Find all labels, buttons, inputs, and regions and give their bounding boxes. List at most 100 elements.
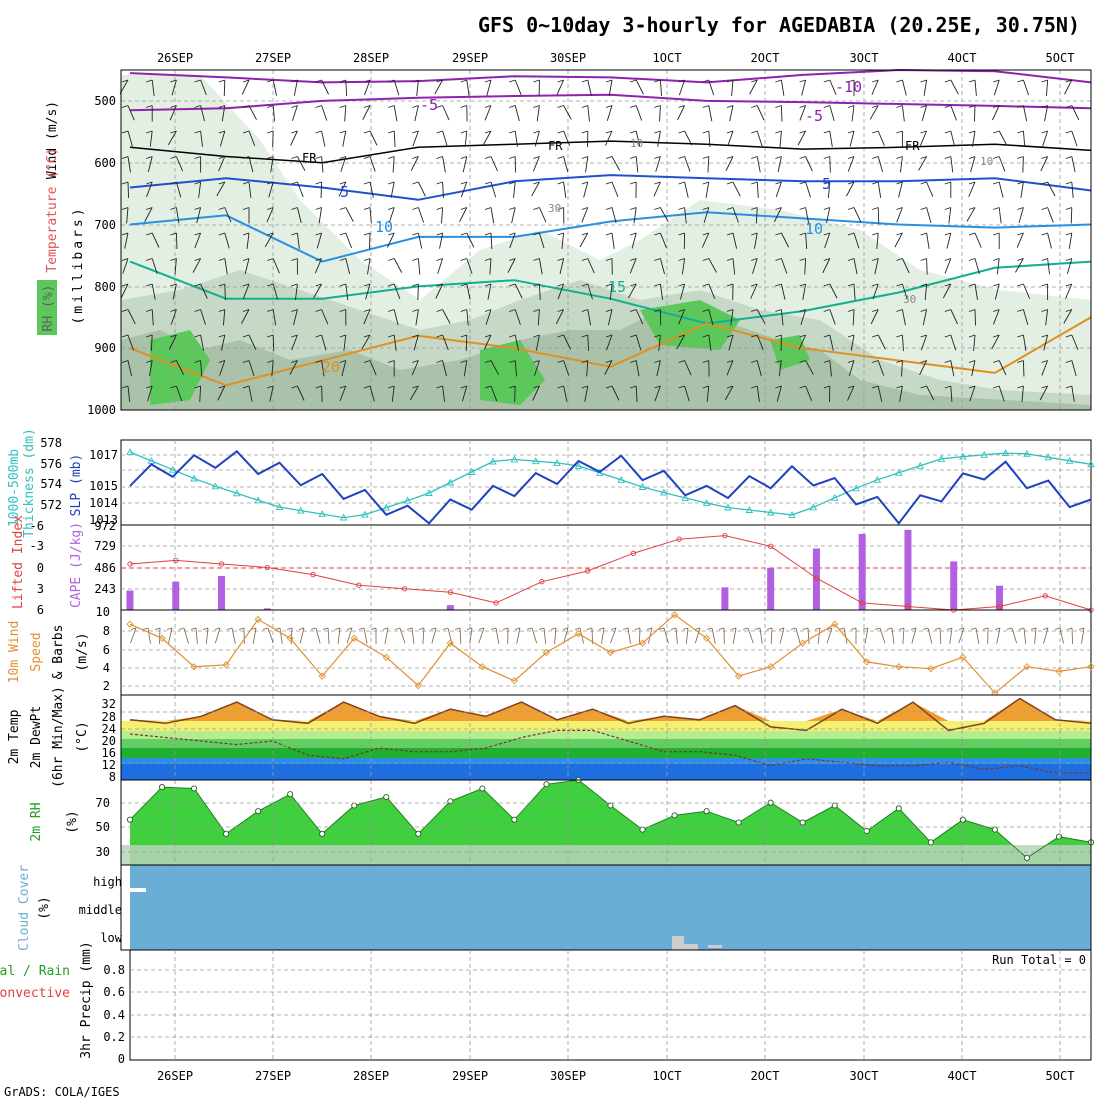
- date-label: 27SEP: [255, 1069, 291, 1083]
- rh-marker: [704, 809, 709, 814]
- contour-label: 30: [903, 293, 916, 306]
- upper-air-panel: -10 -5 -5 FR FR FR 5 5 10 10 15 20 30 10…: [37, 70, 1091, 417]
- li-label: Lifted Index: [11, 515, 26, 609]
- rh-marker: [191, 786, 196, 791]
- thickness-tick: 574: [40, 477, 62, 491]
- rh-marker: [544, 782, 549, 787]
- cape-tick: 972: [94, 519, 116, 533]
- cloud-unit-label: (%): [37, 896, 52, 919]
- precip-label-line3: 3hr Precip (mm): [79, 941, 94, 1058]
- rh-marker: [896, 806, 901, 811]
- wind-barb: [128, 182, 129, 198]
- millibars-axis-label: (millibars): [71, 205, 86, 324]
- pressure-tick: 500: [94, 94, 116, 108]
- slp-tick: 1015: [89, 479, 118, 493]
- thickness-tick: 578: [40, 436, 62, 450]
- wind-barb: [273, 131, 274, 147]
- wind-barb: [878, 208, 879, 224]
- pressure-tick: 900: [94, 341, 116, 355]
- contour-label: -10: [835, 78, 862, 96]
- cape-bar: [447, 605, 454, 610]
- contour-label: 10: [375, 218, 393, 236]
- contour-label: 5: [822, 175, 831, 193]
- cape-bar: [218, 576, 225, 610]
- wind-tick: 2: [103, 679, 110, 693]
- date-label: 1OCT: [653, 1069, 682, 1083]
- footer-credit: GrADS: COLA/IGES: [4, 1085, 120, 1099]
- thickness-tick: 572: [40, 498, 62, 512]
- cloud-level-low: low: [100, 931, 122, 945]
- wind-barb: [975, 310, 976, 326]
- wind-barb: [1023, 157, 1024, 173]
- cape-label: CAPE (J/kg): [69, 522, 84, 608]
- rh-marker: [416, 831, 421, 836]
- date-label: 27SEP: [255, 51, 291, 65]
- precip-label-line2: Convective: [0, 986, 70, 1001]
- rh-marker: [159, 784, 164, 789]
- li-tick: 0: [37, 561, 44, 575]
- rh-tick: 50: [96, 820, 110, 834]
- contour-label: 15: [608, 278, 626, 296]
- contour-label: 20: [322, 358, 340, 376]
- slp-label: SLP (mb): [69, 454, 84, 517]
- wind-barb: [781, 106, 782, 122]
- date-label: 26SEP: [157, 1069, 193, 1083]
- wind-barb: [273, 335, 274, 351]
- wind-label-line3: & Barbs: [51, 625, 66, 680]
- wind-barb: [1023, 361, 1024, 377]
- cloud-label: Cloud Cover: [17, 865, 32, 951]
- date-label: 4OCT: [948, 51, 977, 65]
- rh-marker: [480, 786, 485, 791]
- rh-marker: [288, 792, 293, 797]
- wind-barb: [322, 386, 323, 402]
- wind-barb: [830, 157, 831, 173]
- contour-label: FR: [548, 139, 563, 153]
- temp-band-blue-dark: [121, 764, 1091, 780]
- temp-label-line2: 2m DewPt: [29, 706, 44, 769]
- cape-bar: [950, 561, 957, 610]
- cape-bar: [172, 582, 179, 610]
- rh-marker: [1056, 834, 1061, 839]
- contour-label: 30: [548, 202, 561, 215]
- date-label: 2OCT: [751, 51, 780, 65]
- precip-tick: 0: [118, 1052, 125, 1066]
- li-tick: -6: [30, 519, 44, 533]
- rh-marker: [672, 813, 677, 818]
- wind-tick: 10: [96, 605, 110, 619]
- cape-bar: [767, 568, 774, 610]
- wind-barb: [1072, 628, 1073, 644]
- rh-marker: [800, 820, 805, 825]
- wind-barb: [176, 233, 177, 249]
- rh-marker: [256, 809, 261, 814]
- wind-tick: 8: [103, 624, 110, 638]
- run-total-label: Run Total = 0: [992, 953, 1086, 967]
- li-tick: -3: [30, 539, 44, 553]
- cloud-level-high: high: [93, 875, 122, 889]
- temp-tick: 8: [109, 770, 116, 784]
- temp-label-line1: 2m Temp: [7, 709, 22, 764]
- date-label: 30SEP: [550, 1069, 586, 1083]
- cloud-low-bar: [684, 944, 698, 950]
- rh-marker: [992, 827, 997, 832]
- date-label: 26SEP: [157, 51, 193, 65]
- rh-marker: [320, 831, 325, 836]
- rh-marker: [864, 828, 869, 833]
- cloud-low-bar: [672, 936, 684, 950]
- wind-barb: [159, 628, 160, 644]
- rh-unit-label: (%): [65, 810, 80, 833]
- slp-tick: 1017: [89, 448, 118, 462]
- slp-tick: 1014: [89, 496, 118, 510]
- temp-band-green: [121, 739, 1091, 748]
- cape-bar: [859, 534, 866, 610]
- date-label: 29SEP: [452, 51, 488, 65]
- precip-tick: 0.4: [103, 1008, 125, 1022]
- date-label: 29SEP: [452, 1069, 488, 1083]
- cloud-high-bar: [130, 888, 146, 892]
- temp-axis: 32 28 24 20 16 12 8: [102, 697, 116, 784]
- li-tick: 6: [37, 603, 44, 617]
- date-label: 3OCT: [850, 51, 879, 65]
- wind-barb: [224, 80, 225, 96]
- date-label: 30SEP: [550, 51, 586, 65]
- wind-barb: [321, 182, 322, 198]
- date-label: 28SEP: [353, 1069, 389, 1083]
